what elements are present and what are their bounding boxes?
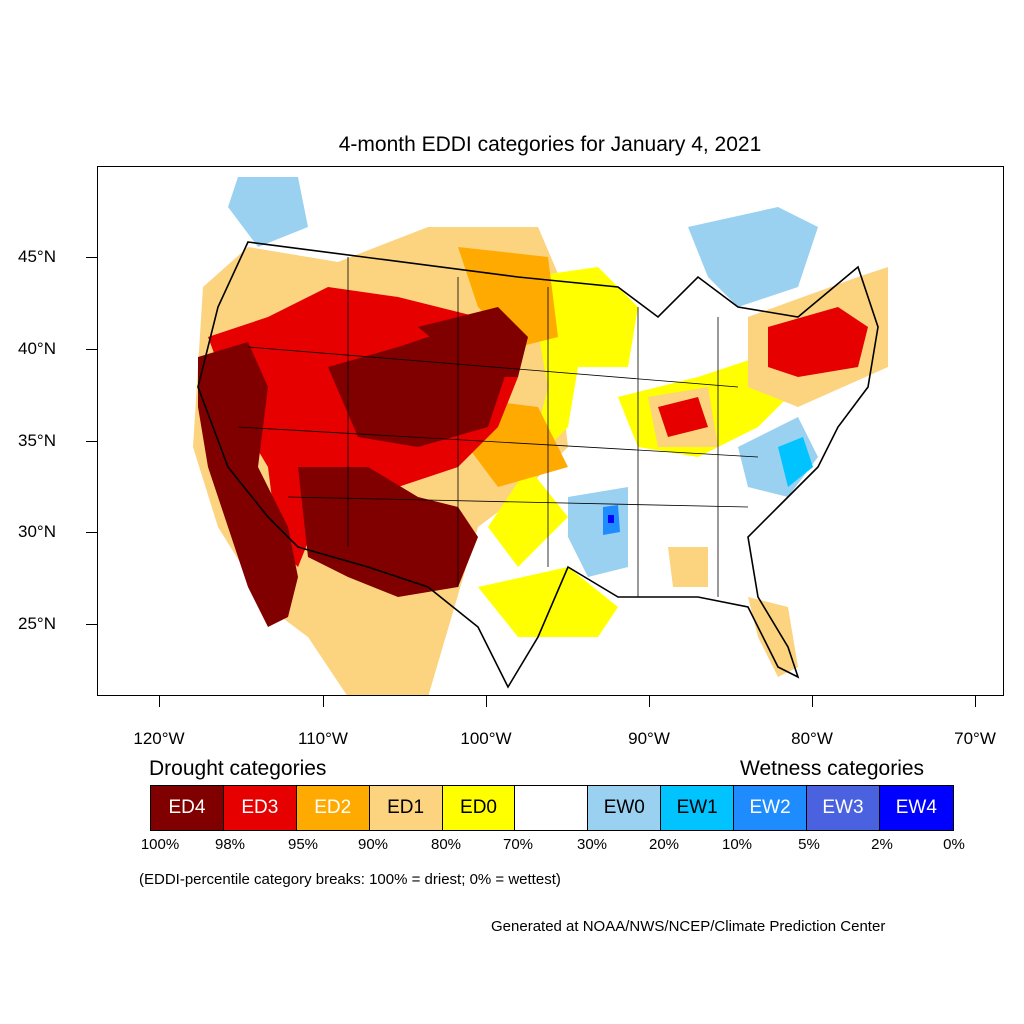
- lat-tick: [86, 441, 97, 442]
- legend-box-ew3: EW3: [807, 786, 880, 830]
- legend-box-ed0: ED0: [442, 786, 516, 830]
- category-breaks-note: (EDDI-percentile category breaks: 100% =…: [139, 871, 561, 888]
- lat-label-35n: 35°N: [18, 431, 56, 450]
- lon-tick: [323, 696, 324, 707]
- eddi-map-svg: [193, 177, 888, 695]
- ew0-region-north: [688, 207, 818, 307]
- pct-break: 0%: [943, 836, 965, 853]
- pct-break: 98%: [214, 836, 246, 853]
- legend-box-ed4: ED4: [151, 786, 224, 830]
- ed4-region-southwest: [298, 467, 478, 597]
- ed0-region-gulf: [478, 567, 618, 637]
- lon-label-120w: 120°W: [133, 729, 185, 748]
- ed3-region-ohio: [658, 397, 708, 437]
- pct-break: 80%: [430, 836, 462, 853]
- lon-tick: [812, 696, 813, 707]
- coastlines: [197, 241, 879, 689]
- lat-tick: [86, 349, 97, 350]
- legend-box-ew0: EW0: [588, 786, 662, 830]
- drought-categories-heading: Drought categories: [149, 757, 327, 780]
- pct-break: 20%: [648, 836, 680, 853]
- lon-label-100w: 100°W: [460, 729, 512, 748]
- wetness-categories-heading: Wetness categories: [740, 757, 925, 780]
- ed4-region-plains: [418, 307, 528, 377]
- lon-tick: [159, 696, 160, 707]
- pct-break: 90%: [357, 836, 389, 853]
- category-regions: [193, 177, 888, 695]
- ed4-region-california: [198, 342, 298, 627]
- lon-label-70w: 70°W: [954, 729, 996, 748]
- ed1-region-mississippi: [668, 547, 708, 587]
- lat-tick: [86, 257, 97, 258]
- legend-box-ew2: EW2: [734, 786, 808, 830]
- lon-label-90w: 90°W: [628, 729, 670, 748]
- ed1-region-florida: [748, 597, 798, 677]
- pct-break: 10%: [721, 836, 753, 853]
- legend-box-ed2: ED2: [296, 786, 370, 830]
- state-borders: [237, 257, 759, 597]
- lon-label-80w: 80°W: [791, 729, 833, 748]
- pct-break: 5%: [798, 836, 820, 853]
- credit-line: Generated at NOAA/NWS/NCEP/Climate Predi…: [491, 918, 886, 935]
- lon-tick: [649, 696, 650, 707]
- us-border-outline: [197, 241, 879, 689]
- legend-box-ed1: ED1: [369, 786, 443, 830]
- lat-label-30n: 30°N: [18, 522, 56, 541]
- legend-box-ew1: EW1: [661, 786, 735, 830]
- pct-break: 30%: [576, 836, 608, 853]
- lon-tick: [486, 696, 487, 707]
- pct-break: 2%: [871, 836, 893, 853]
- pct-break: 95%: [287, 836, 319, 853]
- lon-tick: [975, 696, 976, 707]
- lon-label-110w: 110°W: [298, 729, 348, 748]
- eddi-map: [97, 166, 1004, 696]
- ew4-region-arklatex: [608, 515, 614, 523]
- lat-tick: [86, 624, 97, 625]
- legend-box-ed3: ED3: [223, 786, 297, 830]
- pct-break: 70%: [502, 836, 534, 853]
- map-title: 4-month EDDI categories for January 4, 2…: [338, 133, 762, 156]
- ew0-region-pacific-nw: [228, 177, 308, 247]
- legend-box-neutral: [515, 786, 589, 830]
- lat-tick: [86, 532, 97, 533]
- ed0-region-plains: [488, 267, 638, 567]
- lat-label-45n: 45°N: [18, 247, 56, 266]
- category-legend: ED4 ED3 ED2 ED1 ED0 EW0 EW1 EW2 EW3 EW4: [150, 785, 954, 831]
- pct-break: 100%: [140, 836, 180, 853]
- legend-box-ew4: EW4: [879, 786, 953, 830]
- lat-label-40n: 40°N: [18, 339, 56, 358]
- lat-label-25n: 25°N: [18, 614, 56, 633]
- ew1-region-southeast: [778, 437, 813, 487]
- ed3-region-northeast: [768, 307, 868, 377]
